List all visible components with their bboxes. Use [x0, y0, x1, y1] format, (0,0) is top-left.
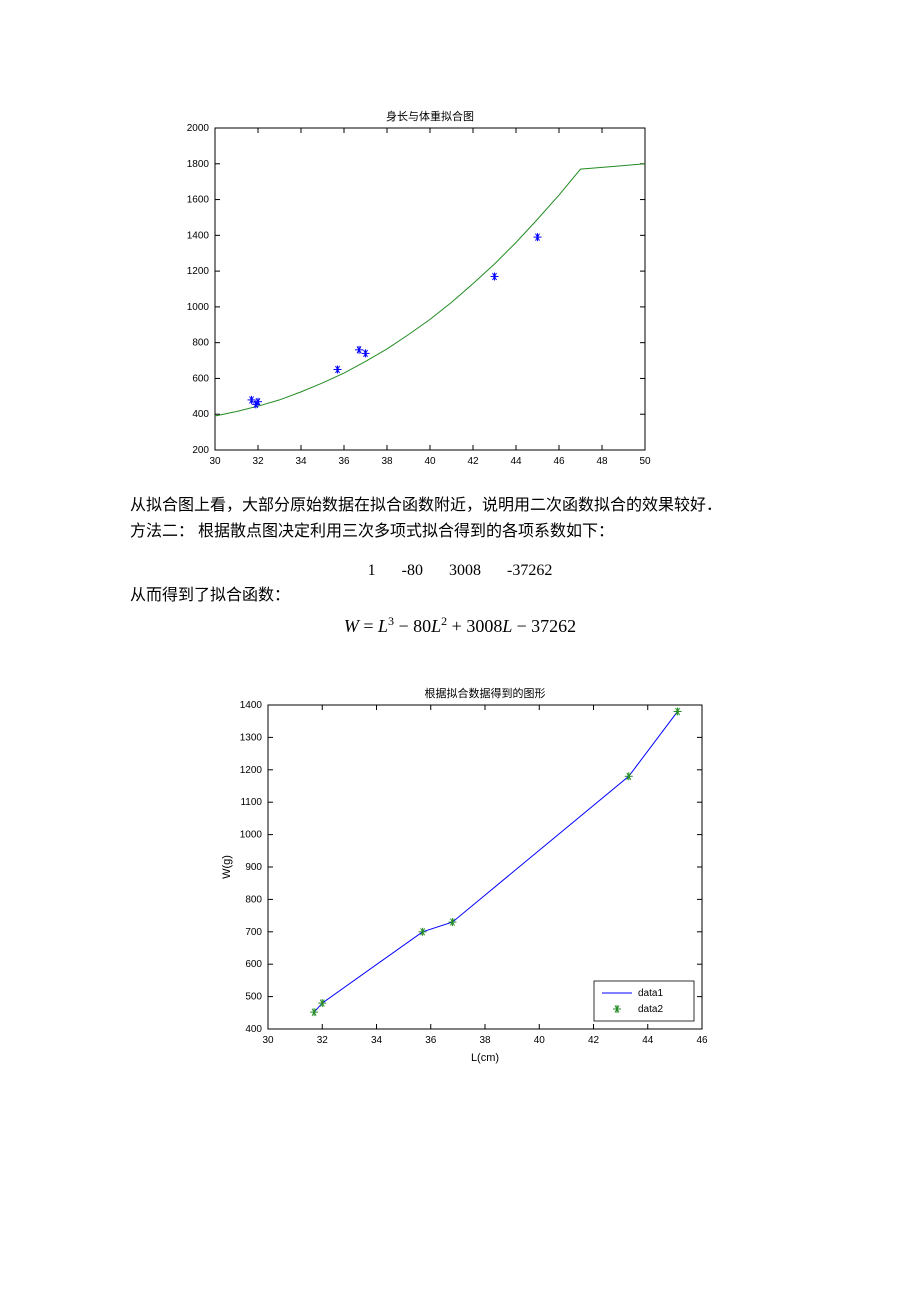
svg-text:W(g): W(g) — [221, 855, 233, 879]
svg-text:1000: 1000 — [187, 302, 210, 313]
svg-text:30: 30 — [262, 1035, 274, 1046]
svg-text:1100: 1100 — [240, 797, 262, 808]
svg-text:800: 800 — [245, 894, 262, 905]
chart2-svg: 根据拟合数据得到的图形 30 32 34 36 38 40 42 44 46 400 500 600 70… — [200, 677, 720, 1077]
svg-text:600: 600 — [192, 373, 209, 384]
svg-text:46: 46 — [696, 1035, 708, 1046]
svg-text:34: 34 — [295, 456, 307, 467]
svg-text:42: 42 — [467, 456, 479, 467]
paragraph-3: 从而得到了拟合函数： — [130, 584, 790, 608]
svg-text:32: 32 — [252, 456, 264, 467]
svg-text:data1: data1 — [638, 988, 663, 999]
svg-text:38: 38 — [381, 456, 393, 467]
svg-text:40: 40 — [534, 1035, 546, 1046]
svg-text:48: 48 — [596, 456, 608, 467]
svg-text:身长与体重拟合图: 身长与体重拟合图 — [386, 109, 474, 123]
paragraph-1: 从拟合图上看，大部分原始数据在拟合函数附近，说明用二次函数拟合的效果较好． — [130, 494, 790, 518]
svg-text:800: 800 — [192, 338, 209, 349]
svg-text:44: 44 — [642, 1035, 654, 1046]
chart2-figure: 根据拟合数据得到的图形 30 32 34 36 38 40 42 44 46 400 500 600 70… — [130, 677, 790, 1077]
svg-text:1300: 1300 — [240, 732, 263, 743]
svg-text:38: 38 — [479, 1035, 491, 1046]
svg-text:600: 600 — [245, 959, 262, 970]
svg-text:1200: 1200 — [240, 765, 263, 776]
svg-text:36: 36 — [425, 1035, 437, 1046]
svg-text:400: 400 — [192, 409, 209, 420]
fit-formula: W = L3 − 80L2 + 3008L − 37262 — [130, 614, 790, 637]
svg-text:34: 34 — [371, 1035, 383, 1046]
coefficients-line: 1 -80 3008 -37262 — [130, 562, 790, 580]
svg-text:1200: 1200 — [187, 266, 210, 277]
svg-text:36: 36 — [338, 456, 350, 467]
paragraph-2: 方法二： 根据散点图决定利用三次多项式拟合得到的各项系数如下： — [130, 520, 790, 544]
svg-text:200: 200 — [192, 445, 209, 456]
svg-text:1000: 1000 — [240, 830, 263, 841]
svg-text:1400: 1400 — [187, 230, 210, 241]
svg-text:2000: 2000 — [187, 123, 210, 134]
svg-text:data2: data2 — [638, 1004, 663, 1015]
svg-text:700: 700 — [245, 927, 262, 938]
svg-text:32: 32 — [317, 1035, 329, 1046]
svg-text:500: 500 — [245, 992, 262, 1003]
svg-text:根据拟合数据得到的图形: 根据拟合数据得到的图形 — [425, 686, 546, 700]
svg-text:L(cm): L(cm) — [471, 1052, 499, 1064]
svg-text:40: 40 — [424, 456, 436, 467]
svg-text:44: 44 — [510, 456, 522, 467]
svg-text:50: 50 — [639, 456, 651, 467]
svg-text:42: 42 — [588, 1035, 600, 1046]
chart1-figure: 身长与体重拟合图 30 32 34 36 38 40 42 44 46 48 50 200 400 600 8… — [130, 100, 790, 480]
svg-text:400: 400 — [245, 1024, 262, 1035]
svg-text:1600: 1600 — [187, 195, 210, 206]
chart1-svg: 身长与体重拟合图 30 32 34 36 38 40 42 44 46 48 50 200 400 600 8… — [160, 100, 660, 480]
svg-text:1400: 1400 — [240, 700, 263, 711]
svg-text:900: 900 — [245, 862, 262, 873]
svg-text:46: 46 — [553, 456, 565, 467]
svg-text:1800: 1800 — [187, 159, 210, 170]
svg-text:30: 30 — [209, 456, 221, 467]
